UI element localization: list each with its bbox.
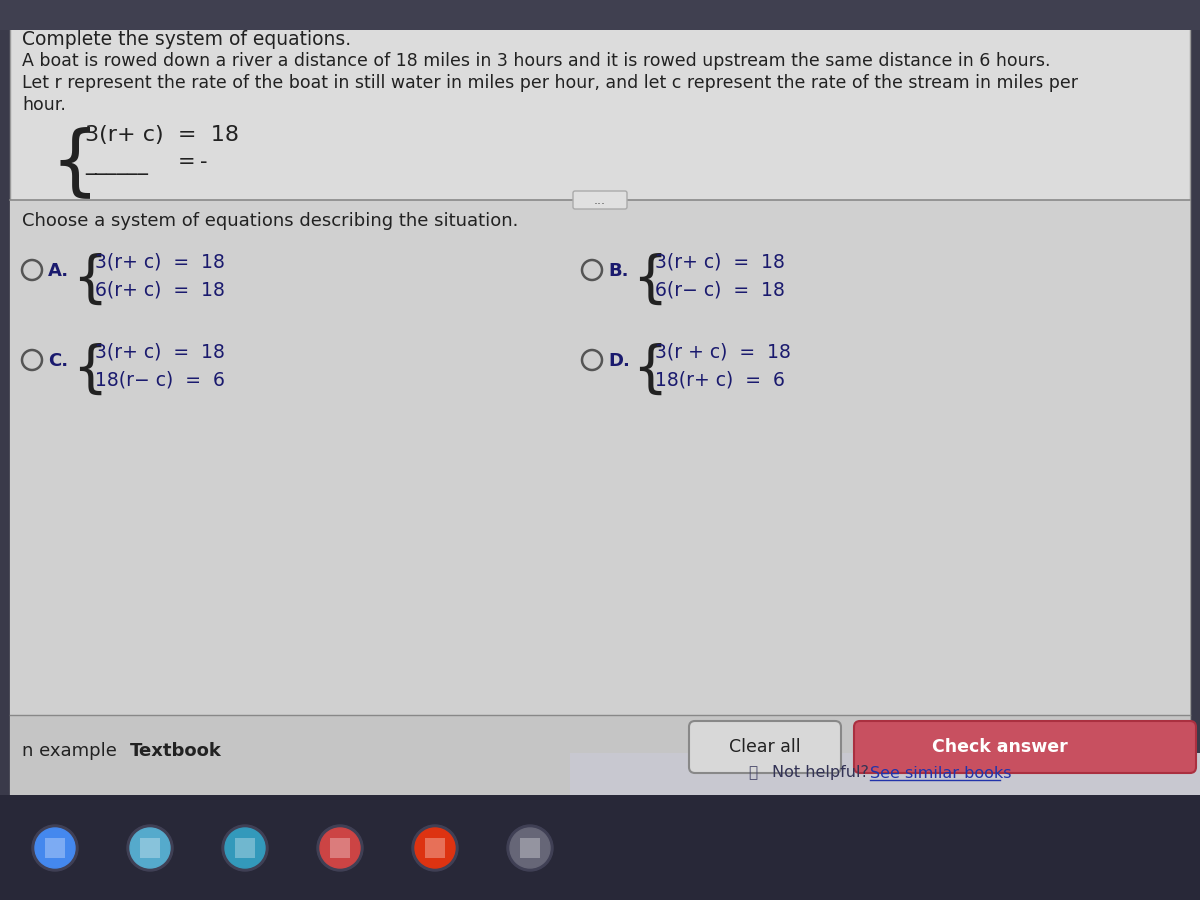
Text: $\{$: $\{$ <box>632 342 662 398</box>
Text: 3(r+ c)  =  18: 3(r+ c) = 18 <box>85 125 239 145</box>
FancyBboxPatch shape <box>10 20 1190 795</box>
Text: 📖: 📖 <box>748 766 757 780</box>
Text: ...: ... <box>594 194 606 206</box>
Text: 6(r− c)  =  18: 6(r− c) = 18 <box>655 280 785 299</box>
Circle shape <box>320 828 360 868</box>
Text: C.: C. <box>48 352 68 370</box>
Text: $\{$: $\{$ <box>632 252 662 308</box>
Circle shape <box>32 825 78 871</box>
Text: Choose a system of equations describing the situation.: Choose a system of equations describing … <box>22 212 518 230</box>
Text: =: = <box>178 152 196 172</box>
Text: $\{$: $\{$ <box>72 342 102 398</box>
Text: hour.: hour. <box>22 96 66 114</box>
Text: Not helpful?: Not helpful? <box>772 766 874 780</box>
Text: ______: ______ <box>85 155 148 175</box>
Text: $\{$: $\{$ <box>50 125 91 201</box>
Text: 3(r+ c)  =  18: 3(r+ c) = 18 <box>95 342 224 361</box>
Circle shape <box>510 828 550 868</box>
Circle shape <box>35 828 74 868</box>
Text: See similar books: See similar books <box>870 766 1012 780</box>
FancyBboxPatch shape <box>520 838 540 858</box>
Text: B.: B. <box>608 262 629 280</box>
Text: Clear all: Clear all <box>730 738 800 756</box>
Text: Check answer: Check answer <box>932 738 1068 756</box>
Text: n example: n example <box>22 742 116 760</box>
Text: -: - <box>200 152 208 172</box>
FancyBboxPatch shape <box>140 838 160 858</box>
Circle shape <box>508 825 553 871</box>
FancyBboxPatch shape <box>235 838 256 858</box>
Text: 3(r+ c)  =  18: 3(r+ c) = 18 <box>655 252 785 271</box>
Text: $\{$: $\{$ <box>72 252 102 308</box>
Circle shape <box>130 828 170 868</box>
Text: 3(r+ c)  =  18: 3(r+ c) = 18 <box>95 252 224 271</box>
FancyBboxPatch shape <box>425 838 445 858</box>
Text: 3(r + c)  =  18: 3(r + c) = 18 <box>655 342 791 361</box>
Circle shape <box>226 828 265 868</box>
FancyBboxPatch shape <box>0 0 1200 30</box>
Text: A boat is rowed down a river a distance of 18 miles in 3 hours and it is rowed u: A boat is rowed down a river a distance … <box>22 52 1050 70</box>
Text: D.: D. <box>608 352 630 370</box>
FancyBboxPatch shape <box>574 191 628 209</box>
FancyBboxPatch shape <box>10 200 1190 795</box>
FancyBboxPatch shape <box>46 838 65 858</box>
FancyBboxPatch shape <box>570 753 1200 795</box>
Circle shape <box>415 828 455 868</box>
Circle shape <box>412 825 458 871</box>
Circle shape <box>127 825 173 871</box>
Text: 18(r+ c)  =  6: 18(r+ c) = 6 <box>655 370 785 389</box>
Text: 6(r+ c)  =  18: 6(r+ c) = 18 <box>95 280 224 299</box>
FancyBboxPatch shape <box>330 838 350 858</box>
Text: 18(r− c)  =  6: 18(r− c) = 6 <box>95 370 224 389</box>
Circle shape <box>222 825 268 871</box>
Text: A.: A. <box>48 262 70 280</box>
Circle shape <box>317 825 364 871</box>
Text: Let r represent the rate of the boat in still water in miles per hour, and let c: Let r represent the rate of the boat in … <box>22 74 1078 92</box>
FancyBboxPatch shape <box>10 715 1190 795</box>
FancyBboxPatch shape <box>689 721 841 773</box>
Text: Complete the system of equations.: Complete the system of equations. <box>22 30 352 49</box>
FancyBboxPatch shape <box>0 795 1200 900</box>
FancyBboxPatch shape <box>854 721 1196 773</box>
Text: Textbook: Textbook <box>130 742 222 760</box>
